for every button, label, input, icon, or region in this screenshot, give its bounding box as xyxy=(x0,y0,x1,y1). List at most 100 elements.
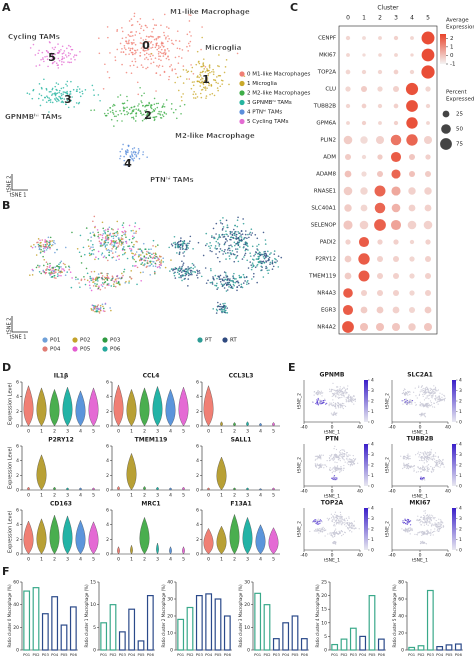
violin xyxy=(130,544,133,555)
cell-point xyxy=(222,306,224,309)
cell-point xyxy=(133,232,135,234)
cell-point xyxy=(196,50,199,53)
cell-point xyxy=(423,459,426,461)
cell-point xyxy=(129,159,132,161)
y-tick-label: ADAM8 xyxy=(316,172,336,178)
cell-point xyxy=(119,155,122,157)
cell-point xyxy=(228,281,230,284)
x-tick-label: P04 xyxy=(205,652,213,657)
cell-point xyxy=(170,268,173,270)
x-tick-label: 1 xyxy=(220,493,223,499)
cell-point xyxy=(107,230,109,233)
cell-point xyxy=(339,452,341,454)
legend-title: Expression xyxy=(446,25,474,31)
cell-point xyxy=(339,531,341,534)
cell-point xyxy=(351,531,353,533)
cell-point xyxy=(236,280,239,282)
cell-point xyxy=(149,261,152,264)
cell-point xyxy=(117,232,119,234)
cell-point xyxy=(38,270,41,273)
cell-point xyxy=(335,468,337,470)
cell-point xyxy=(228,279,231,282)
violin xyxy=(203,385,214,427)
cell-point xyxy=(335,516,338,519)
cell-point xyxy=(28,93,31,95)
cell-point xyxy=(435,389,437,391)
cell-point xyxy=(321,527,323,529)
y-tick-label: 20 xyxy=(244,602,250,608)
cell-point xyxy=(181,248,184,250)
cell-point xyxy=(155,115,158,118)
colorbar-label: 3 xyxy=(371,516,374,522)
cell-point xyxy=(112,235,115,237)
cell-point xyxy=(429,522,431,524)
cell-point xyxy=(54,53,56,56)
cell-point xyxy=(55,82,58,84)
cell-point xyxy=(264,239,267,241)
cell-point xyxy=(192,93,195,96)
y-tick-label: 2 xyxy=(196,409,199,415)
cell-point xyxy=(336,514,339,517)
cell-point xyxy=(335,407,337,409)
cell-point xyxy=(257,249,259,251)
legend-label: P01 xyxy=(50,338,60,344)
cell-point xyxy=(181,246,184,248)
cell-point xyxy=(202,63,204,65)
x-tick-label: 3 xyxy=(394,15,398,22)
cell-point xyxy=(42,58,44,61)
y-tick-label: 0 xyxy=(170,648,173,654)
cell-point xyxy=(122,241,124,244)
cell-point xyxy=(159,255,161,258)
cell-point xyxy=(126,99,129,102)
axis xyxy=(329,582,386,651)
cell-point xyxy=(424,510,426,512)
cell-point xyxy=(134,34,137,36)
dot xyxy=(423,220,433,230)
cell-point xyxy=(152,44,154,46)
cell-point xyxy=(423,457,425,459)
cell-point xyxy=(424,451,426,453)
cell-point xyxy=(114,279,117,281)
violin xyxy=(246,487,249,491)
cell-point xyxy=(430,517,432,519)
cell-point xyxy=(142,242,145,245)
cell-point xyxy=(320,466,322,468)
cell-point xyxy=(335,514,338,516)
axis-label: tSNE_1 xyxy=(324,558,340,564)
legend-title: Percent xyxy=(446,90,468,96)
cell-point xyxy=(424,415,426,417)
cell-point xyxy=(193,81,195,83)
cell-point xyxy=(438,397,441,399)
cell-point xyxy=(402,529,405,531)
cell-point xyxy=(208,245,210,248)
cell-point xyxy=(194,97,197,99)
cell-point xyxy=(429,405,431,407)
cell-point xyxy=(184,277,186,280)
cell-point xyxy=(187,278,190,280)
cell-point xyxy=(251,258,254,261)
cell-point xyxy=(439,466,441,468)
cell-point xyxy=(187,42,190,45)
cell-point xyxy=(440,462,443,464)
cell-point xyxy=(352,527,354,530)
cell-point xyxy=(434,530,436,532)
cell-point xyxy=(429,532,431,534)
y-tick-label: 2 xyxy=(106,409,109,415)
cell-point xyxy=(87,239,89,241)
cell-point xyxy=(134,49,137,52)
cell-point xyxy=(261,269,263,271)
cell-point xyxy=(200,78,202,81)
cell-point xyxy=(135,115,137,117)
cell-point xyxy=(96,305,98,308)
cell-point xyxy=(265,265,267,268)
cell-point xyxy=(341,524,343,526)
cell-point xyxy=(432,457,434,459)
cell-point xyxy=(72,56,75,58)
cell-point xyxy=(350,526,352,528)
cell-point xyxy=(329,403,331,405)
cell-point xyxy=(247,249,249,251)
cell-point xyxy=(218,245,220,247)
cell-point xyxy=(87,245,90,248)
cell-point xyxy=(331,395,333,397)
cell-point xyxy=(316,521,318,524)
